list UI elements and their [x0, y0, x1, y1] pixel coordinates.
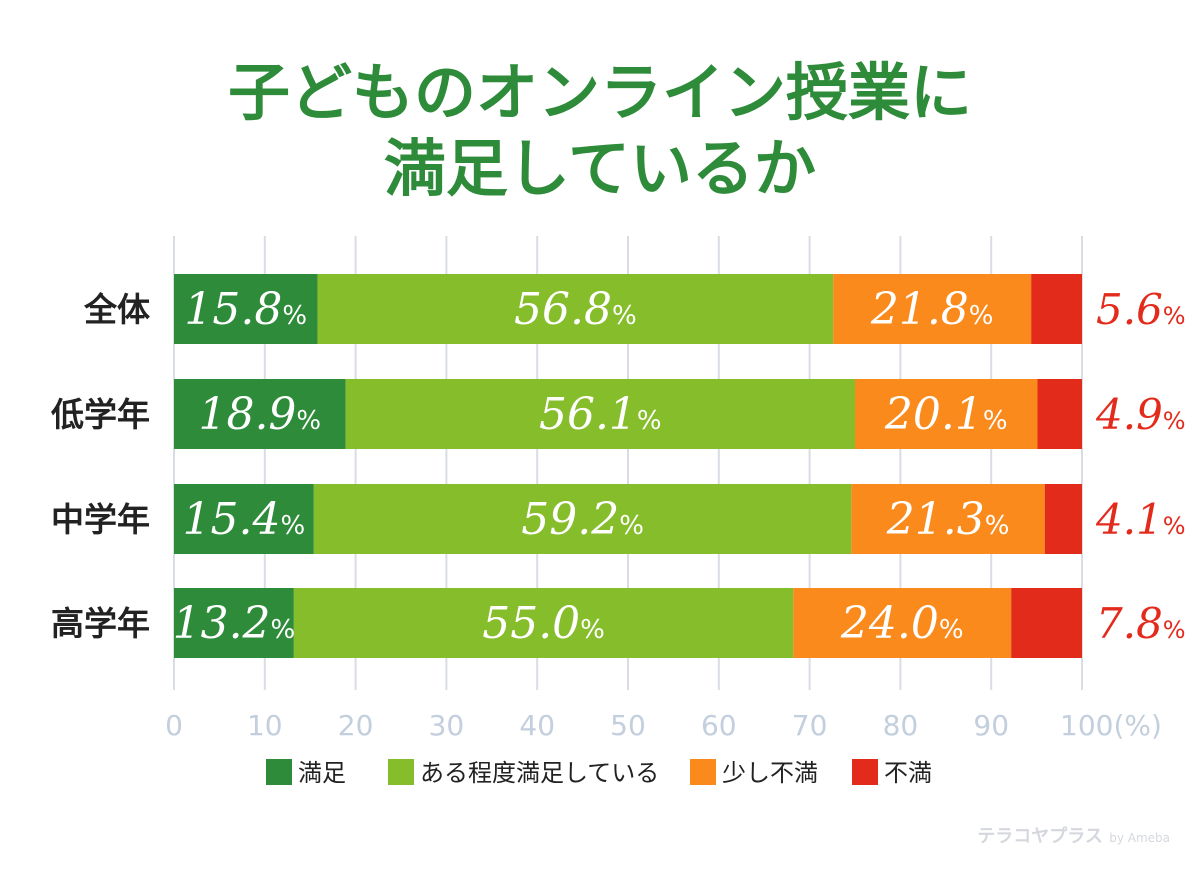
x-tick-label: 70 — [792, 709, 828, 742]
x-tick-label: 60 — [701, 709, 737, 742]
data-label-outside: 5.6% — [1096, 285, 1186, 334]
x-tick-label: 10 — [247, 709, 283, 742]
data-label-outside: 4.1% — [1095, 495, 1186, 544]
bar-segment — [174, 588, 294, 658]
x-tick-label: 50 — [610, 709, 646, 742]
data-label: 59.2% — [521, 494, 644, 545]
bar-segment — [174, 484, 314, 554]
x-tick-label: 80 — [883, 709, 919, 742]
legend-swatch — [266, 759, 292, 785]
bar-segment — [317, 274, 834, 344]
data-label: 18.9% — [198, 389, 321, 440]
bar-segment — [293, 588, 794, 658]
category-label: 中学年 — [51, 500, 150, 539]
legend-label: 満足 — [298, 759, 346, 787]
legend-swatch — [690, 759, 716, 785]
bar-segment — [855, 379, 1038, 449]
data-label: 24.0% — [840, 598, 964, 649]
bar-segment — [833, 274, 1032, 344]
x-axis-tick-labels: 0 10 20 30 40 50 60 70 80 90 100(%) — [165, 709, 1162, 742]
chart-title: 子どものオンライン授業に 満足しているか — [0, 55, 1200, 207]
data-label: 15.8% — [184, 284, 307, 335]
legend: 満足 ある程度満足している 少し不満 不満 — [266, 759, 932, 787]
bar-segment — [174, 379, 346, 449]
watermark-brand: テラコヤプラス — [977, 826, 1103, 847]
data-label: 13.2% — [173, 598, 296, 649]
brand-watermark: テラコヤプラス by Ameba — [977, 822, 1170, 848]
data-labels: 15.8% 56.8% 21.8% 5.6% 18.9% 56.1% 20.1% 4.9% 15… — [173, 284, 1186, 649]
x-tick-label: 0 — [165, 709, 183, 742]
chart-title-line-1: 子どものオンライン授業に — [227, 56, 972, 129]
legend-swatch — [388, 759, 414, 785]
bar-segment — [1037, 379, 1082, 449]
category-label: 全体 — [83, 290, 150, 329]
x-tick-label: 100(%) — [1060, 709, 1162, 742]
chart-title-line-2: 満足しているか — [383, 132, 817, 205]
bars — [174, 274, 1082, 658]
data-label: 20.1% — [884, 389, 1008, 440]
legend-swatch — [852, 759, 878, 785]
data-label: 56.1% — [539, 389, 662, 440]
bar-segment — [174, 274, 318, 344]
bar-segment — [1011, 588, 1082, 658]
watermark-by: by Ameba — [1109, 831, 1170, 845]
x-tick-label: 90 — [973, 709, 1009, 742]
bar-segment — [313, 484, 852, 554]
x-tick-label: 20 — [338, 709, 374, 742]
bar-segment — [1031, 274, 1082, 344]
category-label: 高学年 — [51, 604, 150, 643]
legend-label: ある程度満足している — [420, 759, 659, 787]
data-label: 56.8% — [514, 284, 637, 335]
bar-segment — [793, 588, 1012, 658]
category-label: 低学年 — [51, 395, 150, 434]
data-label: 21.3% — [886, 494, 1010, 545]
x-tick-label: 40 — [519, 709, 555, 742]
data-label: 15.4% — [183, 494, 306, 545]
data-label: 55.0% — [482, 598, 605, 649]
legend-label: 少し不満 — [722, 759, 818, 787]
data-label-outside: 7.8% — [1096, 599, 1186, 648]
legend-label: 不満 — [884, 759, 932, 787]
data-label: 21.8% — [870, 284, 994, 335]
bar-segment — [851, 484, 1045, 554]
bar-segment — [1044, 484, 1082, 554]
x-tick-label: 30 — [429, 709, 465, 742]
bar-segment — [345, 379, 855, 449]
data-label-outside: 4.9% — [1095, 390, 1186, 439]
